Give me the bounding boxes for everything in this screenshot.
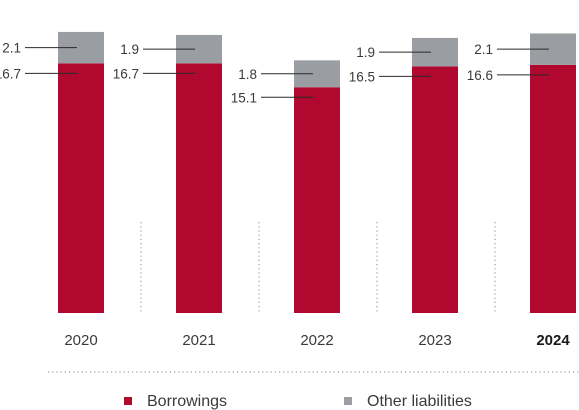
legend: Borrowings Other liabilities	[124, 393, 472, 410]
x-axis-tick-labels: 2020 2021 2022 2023 2024	[64, 332, 570, 349]
x-tick-label-2023: 2023	[418, 332, 451, 349]
bar-borrowings-2023	[412, 66, 458, 313]
x-tick-label-2024: 2024	[536, 332, 570, 349]
data-label-borrowings-2022: 15.1	[231, 90, 257, 105]
x-tick-label-2021: 2021	[182, 332, 215, 349]
bar-borrowings-2021	[176, 63, 222, 314]
data-label-other-liabilities-2021: 1.9	[120, 42, 139, 57]
x-tick-label-2020: 2020	[64, 332, 97, 349]
data-label-borrowings-2020: 16.7	[0, 66, 21, 81]
data-label-other-liabilities-2023: 1.9	[356, 45, 375, 60]
data-label-borrowings-2021: 16.7	[113, 66, 139, 81]
data-label-other-liabilities-2024: 2.1	[474, 42, 493, 57]
legend-label-borrowings: Borrowings	[147, 393, 227, 410]
data-label-borrowings-2024: 16.6	[467, 68, 493, 83]
bar-borrowings-2020	[58, 63, 104, 314]
legend-swatch-borrowings	[124, 397, 132, 405]
legend-label-other-liabilities: Other liabilities	[367, 393, 472, 410]
bar-borrowings-2022	[294, 87, 340, 313]
x-tick-label-2022: 2022	[300, 332, 333, 349]
legend-swatch-other-liabilities	[344, 397, 352, 405]
bar-borrowings-2024	[530, 64, 576, 313]
category-separators	[140, 222, 496, 313]
data-label-other-liabilities-2020: 2.1	[2, 41, 21, 56]
data-label-borrowings-2023: 16.5	[349, 69, 375, 84]
data-labels: 2.1 16.7 1.9 16.7 1.8 15.1 1.9 16.5 2.1 16.6	[0, 41, 549, 105]
data-label-other-liabilities-2022: 1.8	[238, 67, 257, 82]
